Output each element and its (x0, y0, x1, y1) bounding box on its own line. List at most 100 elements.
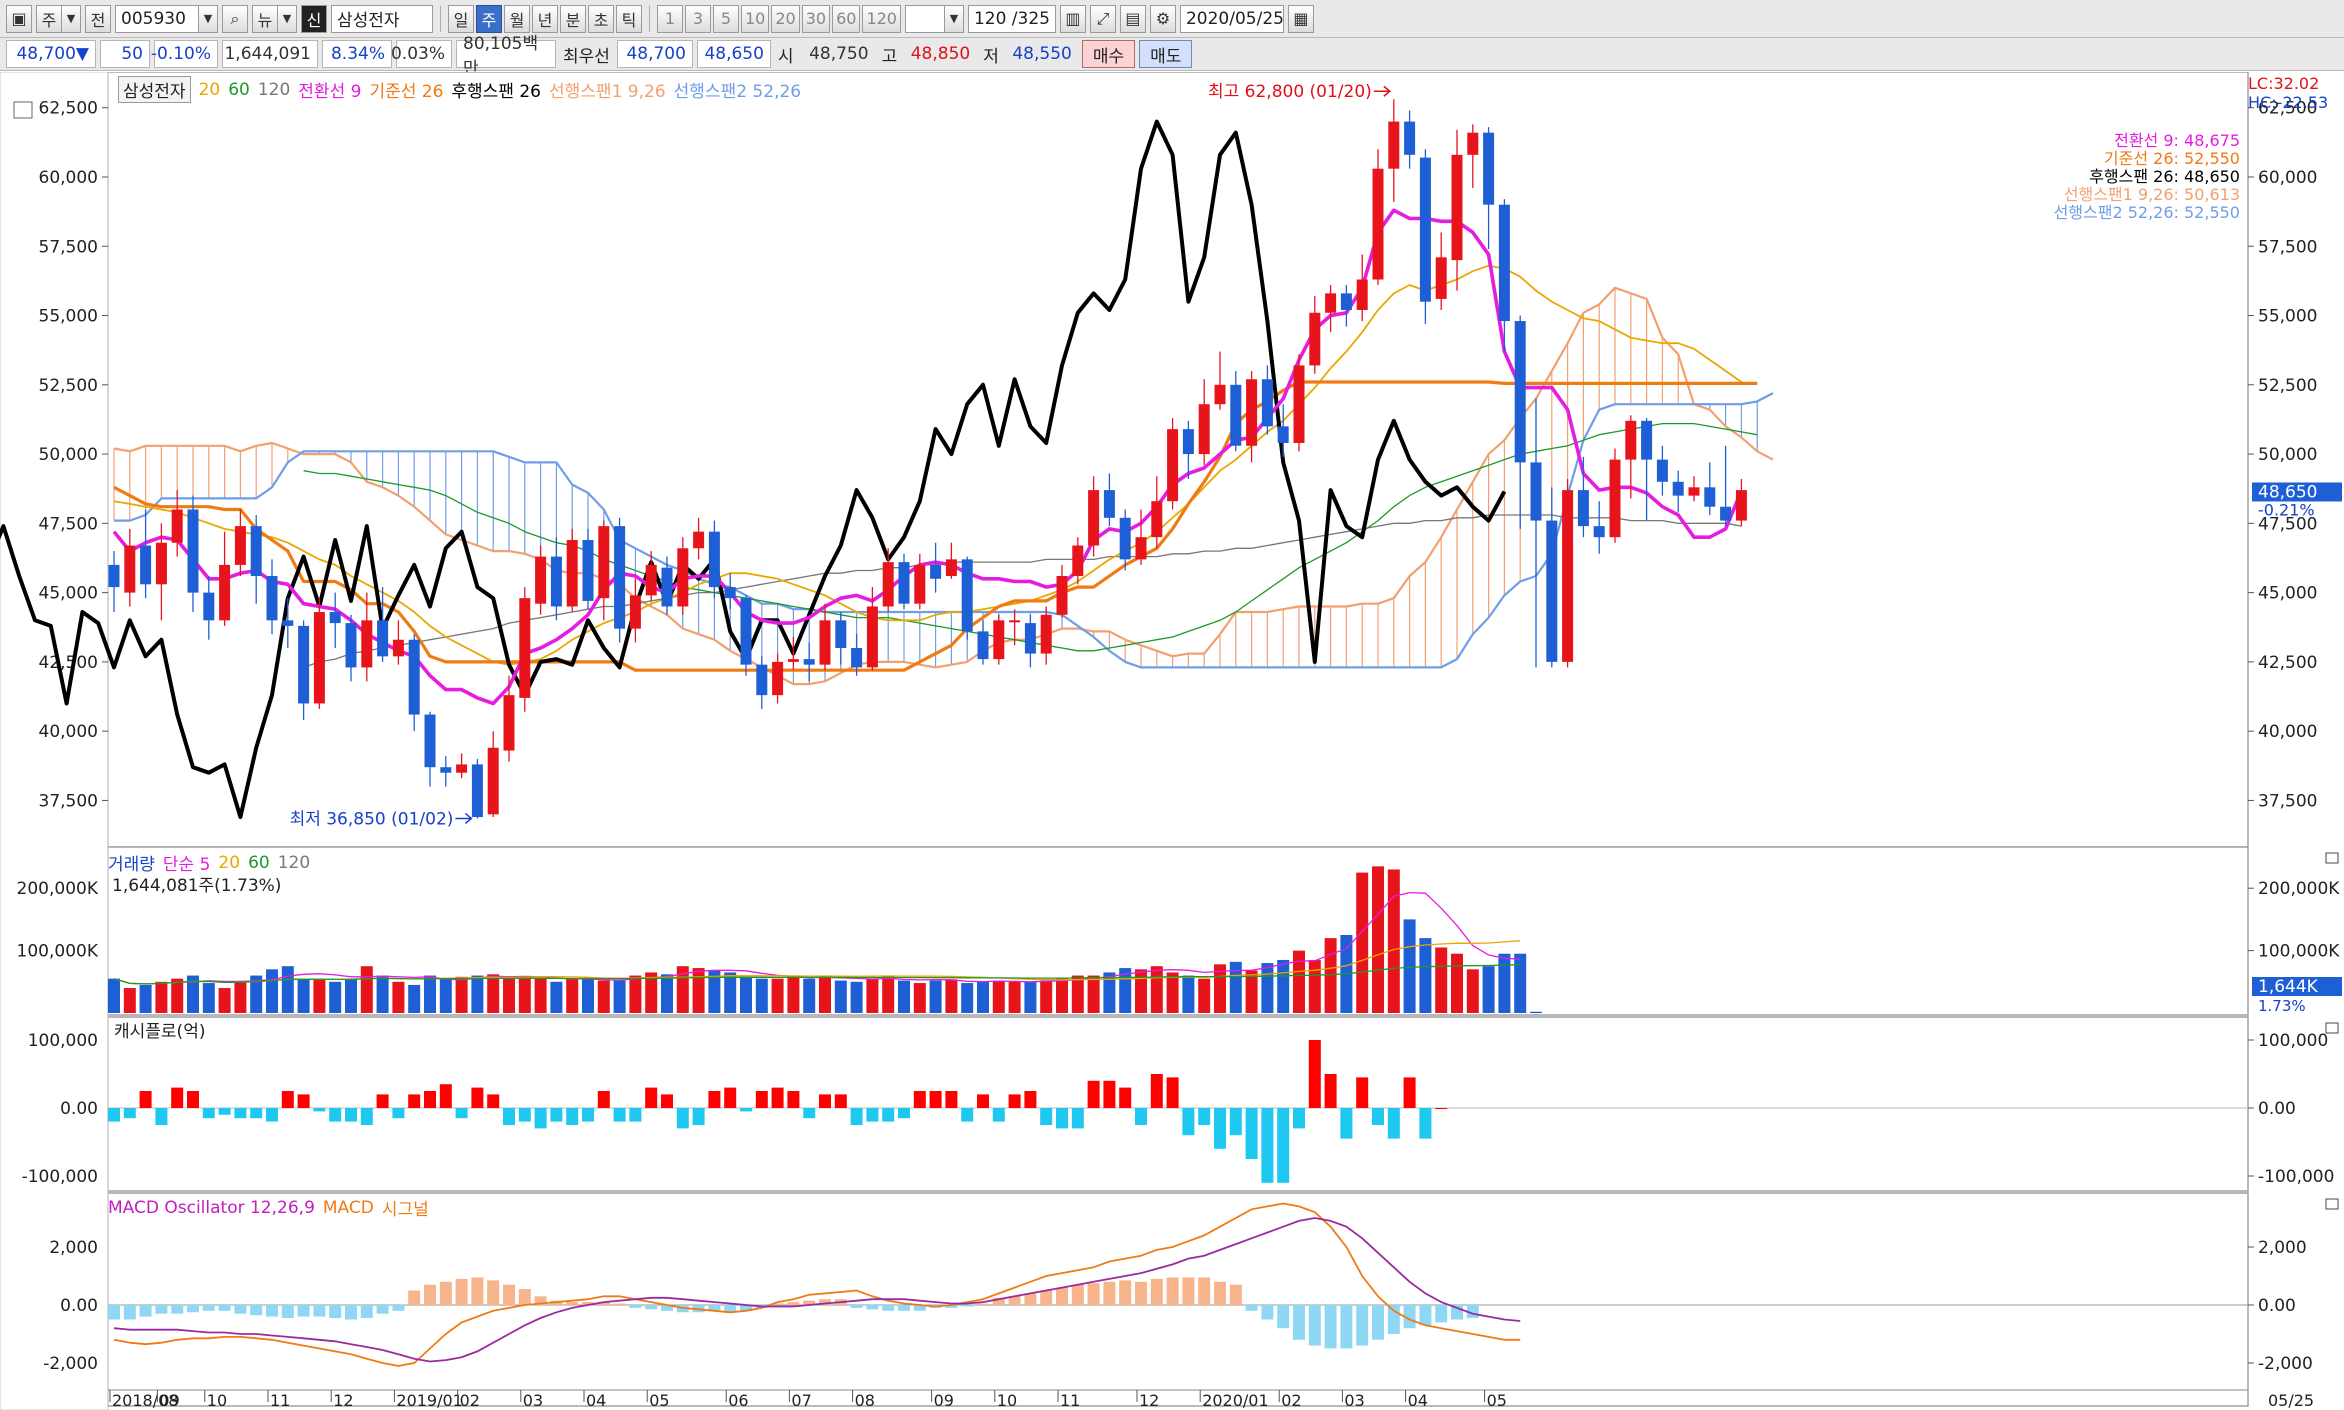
prev-button[interactable]: 전 (85, 4, 111, 33)
volume-bar (755, 978, 768, 1013)
candle-body (882, 562, 894, 607)
calendar-icon[interactable]: ▦ (1287, 4, 1314, 33)
macd-osc-bar (360, 1305, 373, 1319)
news-dropdown-icon[interactable]: ▼ (277, 4, 297, 33)
period-tab[interactable]: 분 (560, 4, 586, 33)
candle-body (1088, 490, 1100, 546)
search-icon[interactable]: ⌕ (222, 4, 248, 33)
macd-axis-label-right: -2,000 (2258, 1354, 2313, 1374)
candle-body (1435, 257, 1447, 299)
cashflow-bar (187, 1091, 199, 1108)
ma60-label: 60 (228, 79, 250, 100)
count-field[interactable]: 120/325 (967, 4, 1056, 33)
cashflow-bar (945, 1091, 958, 1108)
cashflow-bar (1087, 1080, 1100, 1108)
buy-button[interactable]: 매수 (1081, 40, 1136, 68)
candle-body (1514, 321, 1526, 463)
cashflow-bar (708, 1091, 721, 1108)
cashflow-bar (582, 1108, 594, 1122)
volume-bar (1498, 953, 1511, 1013)
macd-osc-bar (613, 1303, 626, 1305)
candle-body (1151, 501, 1163, 538)
volume-bar (819, 975, 831, 1013)
volume-bar (1245, 970, 1258, 1013)
interval-button[interactable]: 120 (862, 4, 901, 33)
interval-button[interactable]: 20 (771, 4, 800, 33)
cashflow-bar (961, 1108, 974, 1122)
stock-name-field[interactable]: 삼성전자 (331, 4, 433, 33)
low-price: 48,550 (1012, 44, 1072, 64)
cash-axis-label-right: 100,000 (2258, 1031, 2328, 1051)
window-menu-icon[interactable]: ▣ (6, 4, 32, 33)
low-annotation: 최저 36,850 (01/02) (290, 809, 454, 829)
kijun-line (113, 380, 1758, 672)
macd-osc-bar (1198, 1277, 1211, 1305)
candle-body (124, 545, 136, 593)
volume-bar (1356, 872, 1369, 1013)
price-axis-label-right: 62,500 (2258, 99, 2317, 119)
ma20-label: 20 (198, 79, 221, 100)
candle-body (519, 598, 531, 698)
candle-body (392, 639, 404, 657)
candle-body (1277, 426, 1289, 443)
high-annotation: 최고 62,800 (01/20) (1208, 82, 1372, 102)
price-axis-label: 50,000 (39, 445, 98, 465)
period-tab[interactable]: 월 (504, 4, 530, 33)
code-dropdown-icon[interactable]: ▼ (198, 4, 218, 33)
news-button[interactable]: 뉴 (252, 4, 278, 33)
macd-osc-bar (1166, 1277, 1179, 1305)
macd-osc-bar (645, 1305, 658, 1310)
candle-body (1309, 312, 1321, 366)
candle-body (108, 564, 120, 588)
interval-button[interactable]: 60 (832, 4, 861, 33)
period-tab[interactable]: 일 (448, 4, 474, 33)
period-tab[interactable]: 년 (532, 4, 558, 33)
chart-area[interactable]: 62,500 62,500 60,000 60,000 57,500 57,500 55,0… (0, 72, 2344, 1410)
extra-pct: 0.03% (391, 40, 452, 68)
chart-type-icon[interactable]: ▥ (1059, 4, 1086, 33)
interval-button[interactable]: 1 (657, 4, 683, 33)
sell-button[interactable]: 매도 (1139, 40, 1193, 68)
candle-body (677, 548, 689, 607)
stock-code-input[interactable]: 005930 (115, 4, 199, 33)
macd-osc-bar (455, 1278, 468, 1305)
market-selector[interactable]: 주 (36, 4, 62, 33)
gear-icon[interactable]: ⚙ (1149, 4, 1176, 33)
cashflow-bar (424, 1091, 436, 1108)
candle-body (1609, 459, 1621, 538)
candle-body (1246, 379, 1258, 446)
candle-body (1325, 293, 1337, 313)
cashflow-bar (819, 1094, 831, 1108)
period-tab[interactable]: 틱 (616, 4, 642, 33)
interval-dropdown-icon[interactable]: ▼ (943, 4, 964, 33)
save-icon[interactable]: ▤ (1119, 4, 1146, 33)
draw-tool-icon[interactable]: ⤢ (1089, 4, 1116, 33)
volume-title: 거래량 (108, 855, 155, 875)
cashflow-bar (550, 1108, 563, 1122)
macd-label: MACD (322, 1197, 374, 1218)
date-input[interactable]: 2020/05/25 (1179, 4, 1284, 33)
volume-bar (455, 976, 468, 1013)
candle-body (487, 747, 499, 815)
candle-body (708, 531, 720, 588)
vol-ma5-label: 단순 5 (162, 855, 211, 875)
cashflow-bar (518, 1108, 531, 1122)
period-tab[interactable]: 초 (588, 4, 614, 33)
interval-button[interactable]: 5 (713, 4, 739, 33)
interval-button[interactable]: 3 (685, 4, 711, 33)
macd-osc-bar (187, 1305, 199, 1313)
period-tab[interactable]: 주 (476, 4, 502, 33)
candle-body (740, 598, 752, 665)
interval-button[interactable]: 30 (801, 4, 831, 33)
chevron-down-icon[interactable]: ▼ (61, 4, 81, 33)
candle-body (1040, 614, 1052, 654)
cashflow-bar (1056, 1108, 1068, 1129)
legend-entry: 전환선 9: 48,675 (2114, 131, 2240, 150)
price-axis-label-right: 37,500 (2258, 791, 2317, 811)
candle-body (203, 592, 215, 621)
cashflow-bar (234, 1108, 247, 1119)
candle-body (1072, 545, 1084, 576)
interval-button[interactable]: 10 (741, 4, 770, 33)
volume-bar (787, 975, 800, 1013)
custom-interval-input[interactable] (904, 4, 945, 33)
